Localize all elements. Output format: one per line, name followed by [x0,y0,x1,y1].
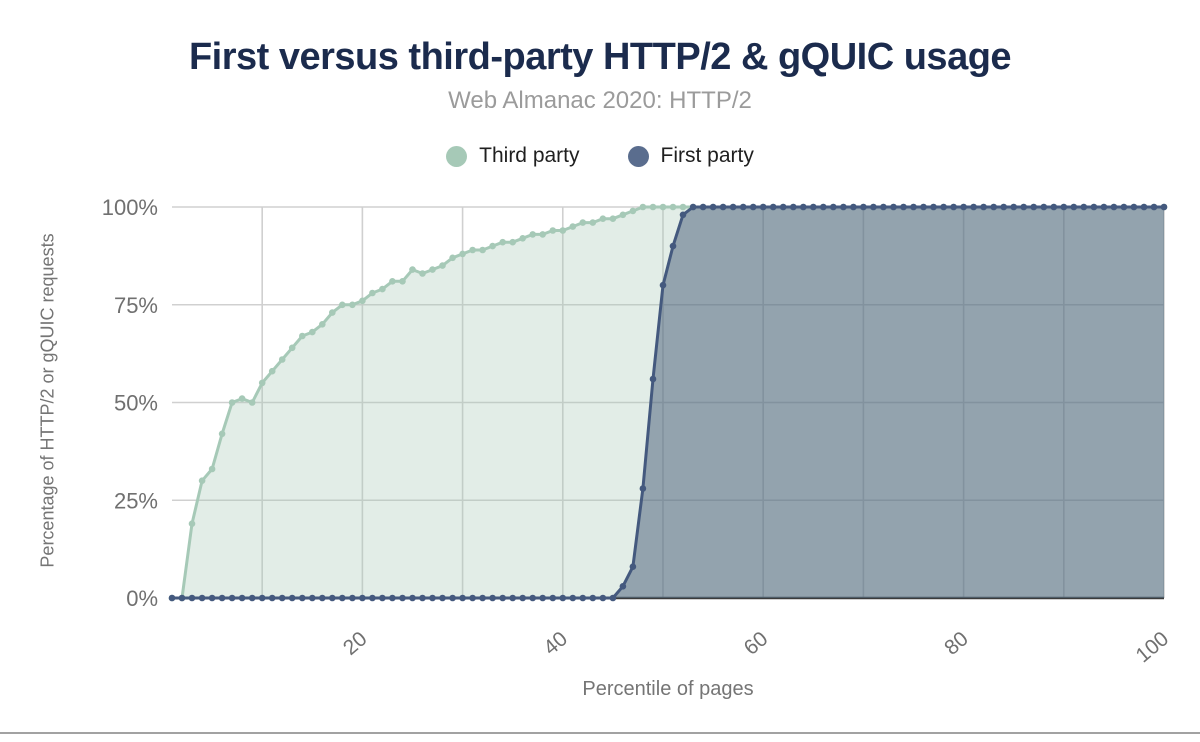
y-tick-labels: 0% 25% 50% 75% 100% [102,195,158,611]
svg-text:60: 60 [740,627,773,660]
legend-item-first-party: First party [627,144,754,168]
y-axis-title: Percentage of HTTP/2 or gQUIC requests [37,233,58,568]
chart-subtitle: Web Almanac 2020: HTTP/2 [448,87,752,114]
series-first-party [168,203,1168,602]
svg-text:50%: 50% [114,391,158,416]
x-axis-title: Percentile of pages [582,678,754,700]
svg-text:40: 40 [539,627,572,660]
legend-label-first-party: First party [660,144,754,167]
x-tick-labels: 20 40 60 80 100 [339,627,1173,667]
legend-swatch-first-party-icon [627,145,649,167]
legend-label-third-party: Third party [479,144,580,167]
bottom-divider [0,732,1200,734]
svg-text:100: 100 [1132,627,1174,667]
svg-text:25%: 25% [114,488,158,513]
legend: Third party First party [0,142,1200,170]
legend-item-third-party: Third party [446,144,580,168]
svg-text:80: 80 [940,627,973,660]
svg-text:0%: 0% [126,586,158,611]
svg-text:20: 20 [339,627,372,660]
svg-text:100%: 100% [102,195,158,220]
chart-title: First versus third-party HTTP/2 & gQUIC … [188,36,1012,78]
svg-text:75%: 75% [114,293,158,318]
legend-swatch-third-party-icon [446,145,468,167]
